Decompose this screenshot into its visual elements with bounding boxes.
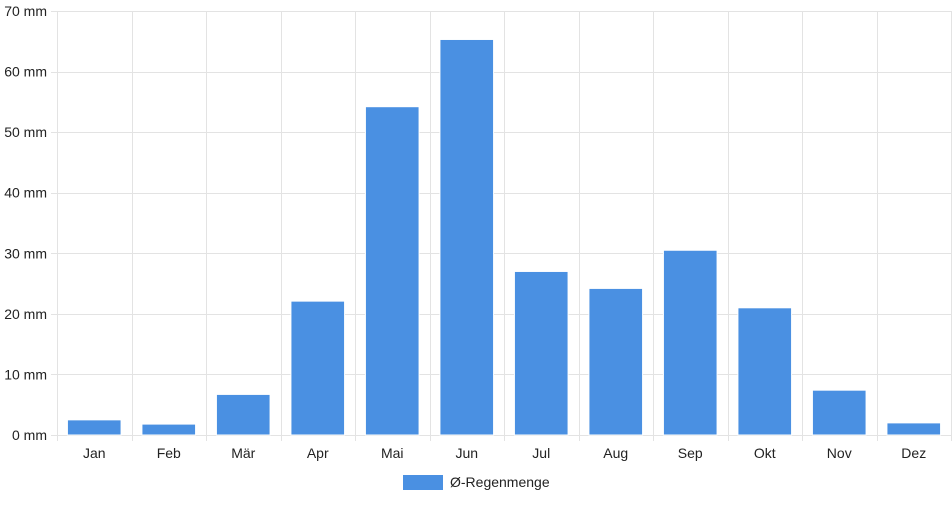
bar-jan bbox=[66, 419, 122, 436]
bar-okt bbox=[737, 307, 793, 436]
bar-mär bbox=[215, 393, 271, 436]
legend-label: Ø-Regenmenge bbox=[450, 474, 550, 490]
x-tick-label: Mai bbox=[381, 445, 404, 461]
x-tick-label: Jul bbox=[532, 445, 550, 461]
y-tick-label: 70 mm bbox=[4, 3, 47, 19]
y-tick-label: 0 mm bbox=[12, 427, 47, 443]
bars-layer bbox=[66, 38, 942, 436]
bar-mai bbox=[364, 106, 420, 436]
y-tick-label: 60 mm bbox=[4, 64, 47, 80]
y-tick-label: 50 mm bbox=[4, 124, 47, 140]
bar-aug bbox=[588, 287, 644, 436]
x-tick-label: Jan bbox=[83, 445, 106, 461]
x-tick-label: Dez bbox=[901, 445, 926, 461]
x-tick-label: Sep bbox=[678, 445, 703, 461]
legend: Ø-Regenmenge bbox=[403, 474, 550, 490]
x-tick-label: Feb bbox=[157, 445, 181, 461]
bar-sep bbox=[662, 249, 718, 436]
y-tick-label: 40 mm bbox=[4, 185, 47, 201]
y-axis-ticks: 0 mm 10 mm 20 mm 30 mm 40 mm 50 mm 60 mm 70 mm bbox=[4, 3, 47, 443]
legend-swatch bbox=[403, 475, 443, 490]
x-tick-label: Jun bbox=[455, 445, 478, 461]
bar-jul bbox=[513, 270, 569, 436]
bar-dez bbox=[886, 422, 942, 436]
x-tick-label: Nov bbox=[827, 445, 852, 461]
x-tick-label: Okt bbox=[754, 445, 776, 461]
x-tick-label: Apr bbox=[307, 445, 329, 461]
y-tick-label: 20 mm bbox=[4, 306, 47, 322]
x-tick-label: Aug bbox=[603, 445, 628, 461]
grid-layer bbox=[51, 11, 952, 441]
y-tick-label: 10 mm bbox=[4, 366, 47, 382]
x-tick-label: Mär bbox=[231, 445, 255, 461]
bar-feb bbox=[141, 423, 197, 436]
y-tick-label: 30 mm bbox=[4, 245, 47, 261]
bar-jun bbox=[439, 38, 495, 436]
bar-apr bbox=[290, 300, 346, 436]
bar-nov bbox=[811, 389, 867, 436]
x-axis-ticks: Jan Feb Mär Apr Mai Jun Jul Aug Sep Okt Nov Dez bbox=[83, 445, 926, 461]
